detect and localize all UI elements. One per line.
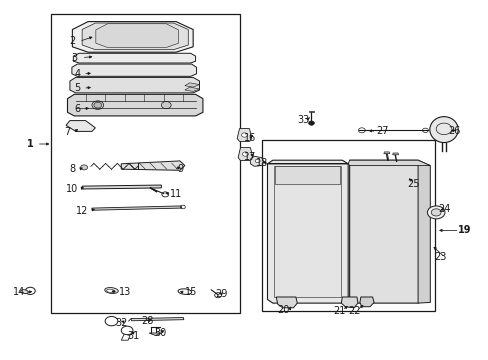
Circle shape xyxy=(242,152,248,156)
Text: 2: 2 xyxy=(69,36,75,46)
Text: 26: 26 xyxy=(447,126,460,136)
Polygon shape xyxy=(250,156,264,166)
Text: 18: 18 xyxy=(255,158,267,168)
Circle shape xyxy=(430,209,440,216)
Circle shape xyxy=(255,159,260,163)
Text: 25: 25 xyxy=(406,179,419,189)
Polygon shape xyxy=(73,53,195,63)
Polygon shape xyxy=(417,160,429,303)
Text: 14: 14 xyxy=(12,287,25,297)
Text: 15: 15 xyxy=(184,287,197,297)
Polygon shape xyxy=(267,160,429,166)
Text: 4: 4 xyxy=(74,69,80,79)
Ellipse shape xyxy=(178,289,191,294)
Ellipse shape xyxy=(20,290,28,293)
Ellipse shape xyxy=(429,117,457,143)
Polygon shape xyxy=(149,333,161,336)
Polygon shape xyxy=(131,318,183,321)
Text: 24: 24 xyxy=(437,204,449,214)
Text: 8: 8 xyxy=(69,164,75,174)
Text: 20: 20 xyxy=(277,305,289,315)
Text: 1: 1 xyxy=(27,139,34,149)
Text: 6: 6 xyxy=(74,104,80,114)
Text: 11: 11 xyxy=(169,189,182,199)
Circle shape xyxy=(161,102,171,109)
Polygon shape xyxy=(308,111,314,112)
Polygon shape xyxy=(341,297,357,308)
Polygon shape xyxy=(66,121,95,131)
Text: 7: 7 xyxy=(64,127,70,137)
Text: 22: 22 xyxy=(347,306,360,316)
Circle shape xyxy=(241,133,247,137)
Bar xyxy=(261,140,434,311)
Polygon shape xyxy=(121,161,184,170)
Polygon shape xyxy=(67,94,203,116)
Text: 33: 33 xyxy=(296,114,309,125)
Circle shape xyxy=(308,121,314,125)
Ellipse shape xyxy=(104,288,118,293)
Polygon shape xyxy=(273,166,341,297)
Text: 13: 13 xyxy=(118,287,131,297)
Polygon shape xyxy=(96,24,178,48)
Text: 9: 9 xyxy=(177,164,183,174)
Polygon shape xyxy=(276,297,297,308)
Polygon shape xyxy=(383,152,389,154)
Polygon shape xyxy=(392,153,398,155)
Text: 30: 30 xyxy=(154,328,166,338)
Circle shape xyxy=(94,102,102,108)
Polygon shape xyxy=(82,185,161,189)
Circle shape xyxy=(81,165,87,170)
Text: 31: 31 xyxy=(126,330,139,341)
Text: 17: 17 xyxy=(244,152,256,162)
Polygon shape xyxy=(184,83,199,87)
Circle shape xyxy=(427,206,444,219)
Text: 10: 10 xyxy=(66,184,79,194)
Text: 29: 29 xyxy=(214,289,227,300)
Text: 3: 3 xyxy=(72,53,78,63)
Polygon shape xyxy=(237,129,251,141)
Polygon shape xyxy=(82,23,188,50)
Polygon shape xyxy=(121,334,130,340)
Text: 21: 21 xyxy=(333,306,346,316)
Text: 27: 27 xyxy=(375,126,388,136)
Text: 28: 28 xyxy=(141,316,154,326)
Text: 23: 23 xyxy=(433,252,446,262)
Text: 32: 32 xyxy=(115,318,127,328)
Text: 5: 5 xyxy=(74,83,80,93)
Polygon shape xyxy=(238,148,252,161)
Circle shape xyxy=(92,101,103,109)
Polygon shape xyxy=(184,87,199,91)
Polygon shape xyxy=(359,297,373,307)
Polygon shape xyxy=(72,22,193,52)
Polygon shape xyxy=(70,77,199,93)
Text: 12: 12 xyxy=(76,206,88,216)
Ellipse shape xyxy=(106,289,114,293)
Polygon shape xyxy=(72,64,196,76)
Text: 16: 16 xyxy=(244,132,256,143)
Polygon shape xyxy=(267,160,347,303)
Polygon shape xyxy=(274,166,339,184)
Polygon shape xyxy=(349,160,424,303)
Polygon shape xyxy=(92,206,182,210)
Text: 19: 19 xyxy=(457,225,470,235)
Bar xyxy=(51,14,239,313)
